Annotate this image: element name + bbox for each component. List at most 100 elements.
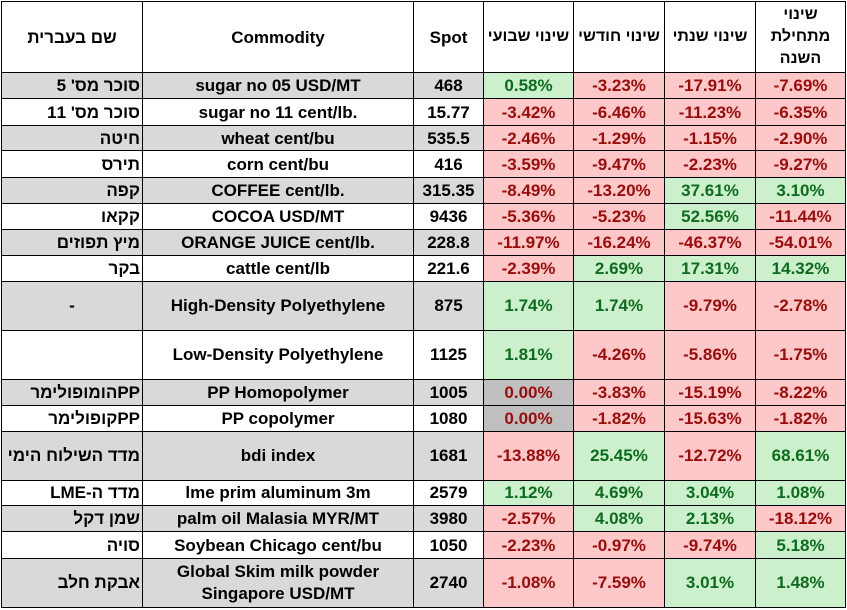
table-row: סויה Soybean Chicago cent/bu 1050 -2.23% -0.… — [1, 531, 846, 559]
cell-weekly-change: -11.97% — [483, 228, 574, 257]
cell-weekly-change: -2.57% — [483, 504, 574, 533]
table-row: מיץ תפוזים ORANGE JUICE cent/lb. 228.8 -11.… — [1, 228, 846, 257]
cell-commodity: COCOA USD/MT — [142, 203, 414, 230]
cell-monthly-change: -5.23% — [573, 203, 665, 230]
cell-spot: 3980 — [413, 504, 484, 533]
cell-spot: 468 — [413, 71, 484, 100]
cell-spot: 535.5 — [413, 124, 484, 152]
cell-monthly-change: -16.24% — [573, 228, 665, 257]
cell-monthly-change: -7.59% — [573, 557, 665, 609]
cell-yearly-change: 52.56% — [664, 203, 756, 230]
table-row: בקר cattle cent/lb 221.6 -2.39% 2.69% 17.31% 1… — [1, 255, 846, 282]
table-row: שמן דקל palm oil Malasia MYR/MT 3980 -2.57%… — [1, 504, 846, 533]
cell-monthly-change: -13.20% — [573, 176, 665, 205]
header-yearly-change: שינוי שנתי — [664, 1, 756, 73]
header-commodity: Commodity — [142, 1, 414, 73]
cell-spot: 1005 — [413, 378, 484, 407]
cell-hebrew-name: תירס — [1, 150, 143, 178]
table-row: קפה COFFEE cent/lb. 315.35 -8.49% -13.20% 37.… — [1, 176, 846, 205]
cell-spot: 2740 — [413, 557, 484, 609]
cell-commodity: High-Density Polyethylene — [142, 280, 414, 331]
cell-hebrew-name: סוכר מס' 5 — [1, 71, 143, 100]
cell-monthly-change: -3.83% — [573, 378, 665, 407]
cell-monthly-change: -1.82% — [573, 405, 665, 432]
cell-monthly-change: -4.26% — [573, 329, 665, 380]
table-row: Low-Density Polyethylene 1125 1.81% -4.26% -… — [1, 329, 846, 380]
cell-hebrew-name: אבקת חלב — [1, 557, 143, 609]
cell-yearly-change: -15.19% — [664, 378, 756, 407]
cell-weekly-change: 0.58% — [483, 71, 574, 100]
cell-hebrew-name: סויה — [1, 531, 143, 559]
cell-weekly-change: -3.42% — [483, 98, 574, 126]
cell-monthly-change: -3.23% — [573, 71, 665, 100]
cell-ytd-change: 68.61% — [755, 430, 846, 481]
cell-commodity: PP Homopolymer — [142, 378, 414, 407]
cell-hebrew-name — [1, 329, 143, 380]
table-row: PPקופולימר PP copolymer 1080 0.00% -1.82% -15… — [1, 405, 846, 432]
cell-yearly-change: -1.15% — [664, 124, 756, 152]
table-row: מדד ה-LME lme prim aluminum 3m 2579 1.12% 4.… — [1, 479, 846, 506]
cell-yearly-change: -17.91% — [664, 71, 756, 100]
cell-commodity: corn cent/bu — [142, 150, 414, 178]
header-row: שם בעברית Commodity Spot שינוי שבועי שינ… — [1, 1, 846, 73]
cell-commodity: cattle cent/lb — [142, 255, 414, 282]
cell-yearly-change: -15.63% — [664, 405, 756, 432]
cell-spot: 1125 — [413, 329, 484, 380]
cell-hebrew-name: קקאו — [1, 203, 143, 230]
cell-weekly-change: -13.88% — [483, 430, 574, 481]
cell-commodity: sugar no 11 cent/lb. — [142, 98, 414, 126]
cell-commodity: Global Skim milk powder Singapore USD/MT — [142, 557, 414, 609]
cell-ytd-change: -7.69% — [755, 71, 846, 100]
cell-ytd-change: -18.12% — [755, 504, 846, 533]
cell-weekly-change: -5.36% — [483, 203, 574, 230]
cell-yearly-change: -9.74% — [664, 531, 756, 559]
cell-monthly-change: 2.69% — [573, 255, 665, 282]
cell-monthly-change: -0.97% — [573, 531, 665, 559]
cell-hebrew-name: PPהומופולימר — [1, 378, 143, 407]
cell-spot: 315.35 — [413, 176, 484, 205]
cell-ytd-change: -2.90% — [755, 124, 846, 152]
table-row: קקאו COCOA USD/MT 9436 -5.36% -5.23% 52.56% -1… — [1, 203, 846, 230]
cell-weekly-change: 1.81% — [483, 329, 574, 380]
cell-ytd-change: 1.08% — [755, 479, 846, 506]
cell-commodity: palm oil Malasia MYR/MT — [142, 504, 414, 533]
table-row: אבקת חלב Global Skim milk powder Singapor… — [1, 557, 846, 609]
cell-yearly-change: 2.13% — [664, 504, 756, 533]
cell-commodity: bdi index — [142, 430, 414, 481]
header-ytd-change: שינוי מתחילת השנה — [755, 1, 846, 73]
cell-monthly-change: 1.74% — [573, 280, 665, 331]
cell-monthly-change: 4.08% — [573, 504, 665, 533]
cell-spot: 9436 — [413, 203, 484, 230]
cell-hebrew-name: חיטה — [1, 124, 143, 152]
cell-ytd-change: -8.22% — [755, 378, 846, 407]
cell-monthly-change: 25.45% — [573, 430, 665, 481]
cell-ytd-change: 3.10% — [755, 176, 846, 205]
cell-yearly-change: -11.23% — [664, 98, 756, 126]
cell-monthly-change: -1.29% — [573, 124, 665, 152]
cell-monthly-change: -9.47% — [573, 150, 665, 178]
cell-spot: 221.6 — [413, 255, 484, 282]
cell-commodity: Soybean Chicago cent/bu — [142, 531, 414, 559]
cell-yearly-change: -2.23% — [664, 150, 756, 178]
cell-yearly-change: -46.37% — [664, 228, 756, 257]
cell-ytd-change: -2.78% — [755, 280, 846, 331]
cell-weekly-change: -2.23% — [483, 531, 574, 559]
cell-hebrew-name: קפה — [1, 176, 143, 205]
cell-yearly-change: -5.86% — [664, 329, 756, 380]
cell-ytd-change: 1.48% — [755, 557, 846, 609]
cell-hebrew-name: סוכר מס' 11 — [1, 98, 143, 126]
header-weekly-change: שינוי שבועי — [483, 1, 574, 73]
cell-yearly-change: 3.04% — [664, 479, 756, 506]
cell-commodity: COFFEE cent/lb. — [142, 176, 414, 205]
table-row: תירס corn cent/bu 416 -3.59% -9.47% -2.23% -9.… — [1, 150, 846, 178]
cell-weekly-change: 0.00% — [483, 378, 574, 407]
cell-yearly-change: 3.01% — [664, 557, 756, 609]
cell-weekly-change: -1.08% — [483, 557, 574, 609]
cell-hebrew-name: PPקופולימר — [1, 405, 143, 432]
cell-ytd-change: -6.35% — [755, 98, 846, 126]
cell-spot: 228.8 — [413, 228, 484, 257]
table-row: חיטה wheat cent/bu 535.5 -2.46% -1.29% -1.15%… — [1, 124, 846, 152]
cell-commodity: sugar no 05 USD/MT — [142, 71, 414, 100]
cell-hebrew-name: מדד השילוח הימי — [1, 430, 143, 481]
